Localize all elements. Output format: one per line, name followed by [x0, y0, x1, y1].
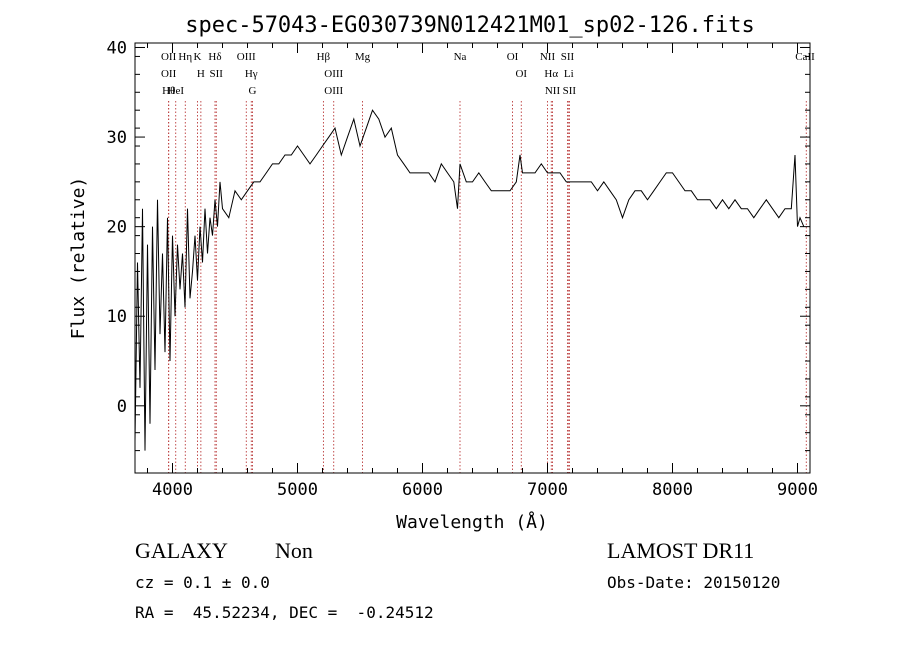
- y-tick-label: 10: [107, 307, 127, 327]
- y-tick-label: 20: [107, 218, 127, 238]
- spectral-line-label: Li: [564, 68, 574, 80]
- spectral-line-label: G: [249, 85, 257, 97]
- spectral-line-label: CaII: [795, 51, 815, 63]
- x-tick-label: 6000: [402, 480, 443, 500]
- y-axis-label: Flux (relative): [68, 177, 89, 340]
- spectral-line-label: OI: [515, 68, 527, 80]
- spectral-line-label: OII: [161, 68, 177, 80]
- spectral-line-label: SII: [563, 85, 577, 97]
- x-tick-label: 7000: [527, 480, 568, 500]
- x-tick-label: 8000: [652, 480, 693, 500]
- spectral-line-label: OIII: [237, 51, 256, 63]
- spectral-line-label: K: [194, 51, 202, 63]
- x-tick-label: 4000: [152, 480, 193, 500]
- object-subclass: Non: [275, 538, 313, 563]
- spectral-line-label: SII: [210, 68, 224, 80]
- spectral-line-label: SII: [561, 51, 575, 63]
- spectral-line-label: HeI: [168, 85, 185, 97]
- y-tick-label: 0: [117, 397, 127, 417]
- spectral-line-markers: [168, 101, 807, 473]
- object-class: GALAXY: [135, 538, 228, 563]
- survey-name: LAMOST DR11: [607, 538, 755, 563]
- spectral-line-label: OI: [507, 51, 519, 63]
- redshift-cz: cz = 0.1 ± 0.0: [135, 573, 270, 592]
- spectral-line-label: NII: [540, 51, 556, 63]
- y-axis-ticks: 0 10 20 30 40: [107, 38, 810, 452]
- spectral-line-label: Hβ: [317, 51, 331, 63]
- spectral-line-label: Hγ: [245, 68, 258, 80]
- spectral-line-label: H: [197, 68, 205, 80]
- spectral-line-label: OIII: [324, 85, 343, 97]
- spectral-line-label: Hα: [544, 68, 558, 80]
- spectral-line-label: Na: [454, 51, 467, 63]
- x-axis-ticks: 4000 5000 6000 7000 8000 9000: [147, 43, 818, 500]
- spectral-line-label: Hθ: [162, 85, 175, 97]
- x-tick-label: 5000: [277, 480, 318, 500]
- spectral-line-label: Hη: [178, 51, 192, 63]
- chart-title: spec-57043-EG030739N012421M01_sp02-126.f…: [185, 13, 755, 38]
- x-axis-label: Wavelength (Å): [396, 511, 548, 533]
- spectral-line-label: OIII: [324, 68, 343, 80]
- spectral-line-label: Hδ: [208, 51, 221, 63]
- y-tick-label: 30: [107, 128, 127, 148]
- spectral-line-label: Mg: [355, 51, 371, 63]
- observation-date: Obs-Date: 20150120: [607, 573, 781, 592]
- spectral-line-label: OII: [161, 51, 177, 63]
- x-tick-label: 9000: [777, 480, 818, 500]
- plot-frame: [134, 42, 811, 474]
- y-tick-label: 40: [107, 38, 127, 58]
- ra-dec-coordinates: RA = 45.52234, DEC = -0.24512: [135, 603, 434, 622]
- spectral-line-label: NII: [545, 85, 561, 97]
- spectrum-line: [134, 109, 805, 451]
